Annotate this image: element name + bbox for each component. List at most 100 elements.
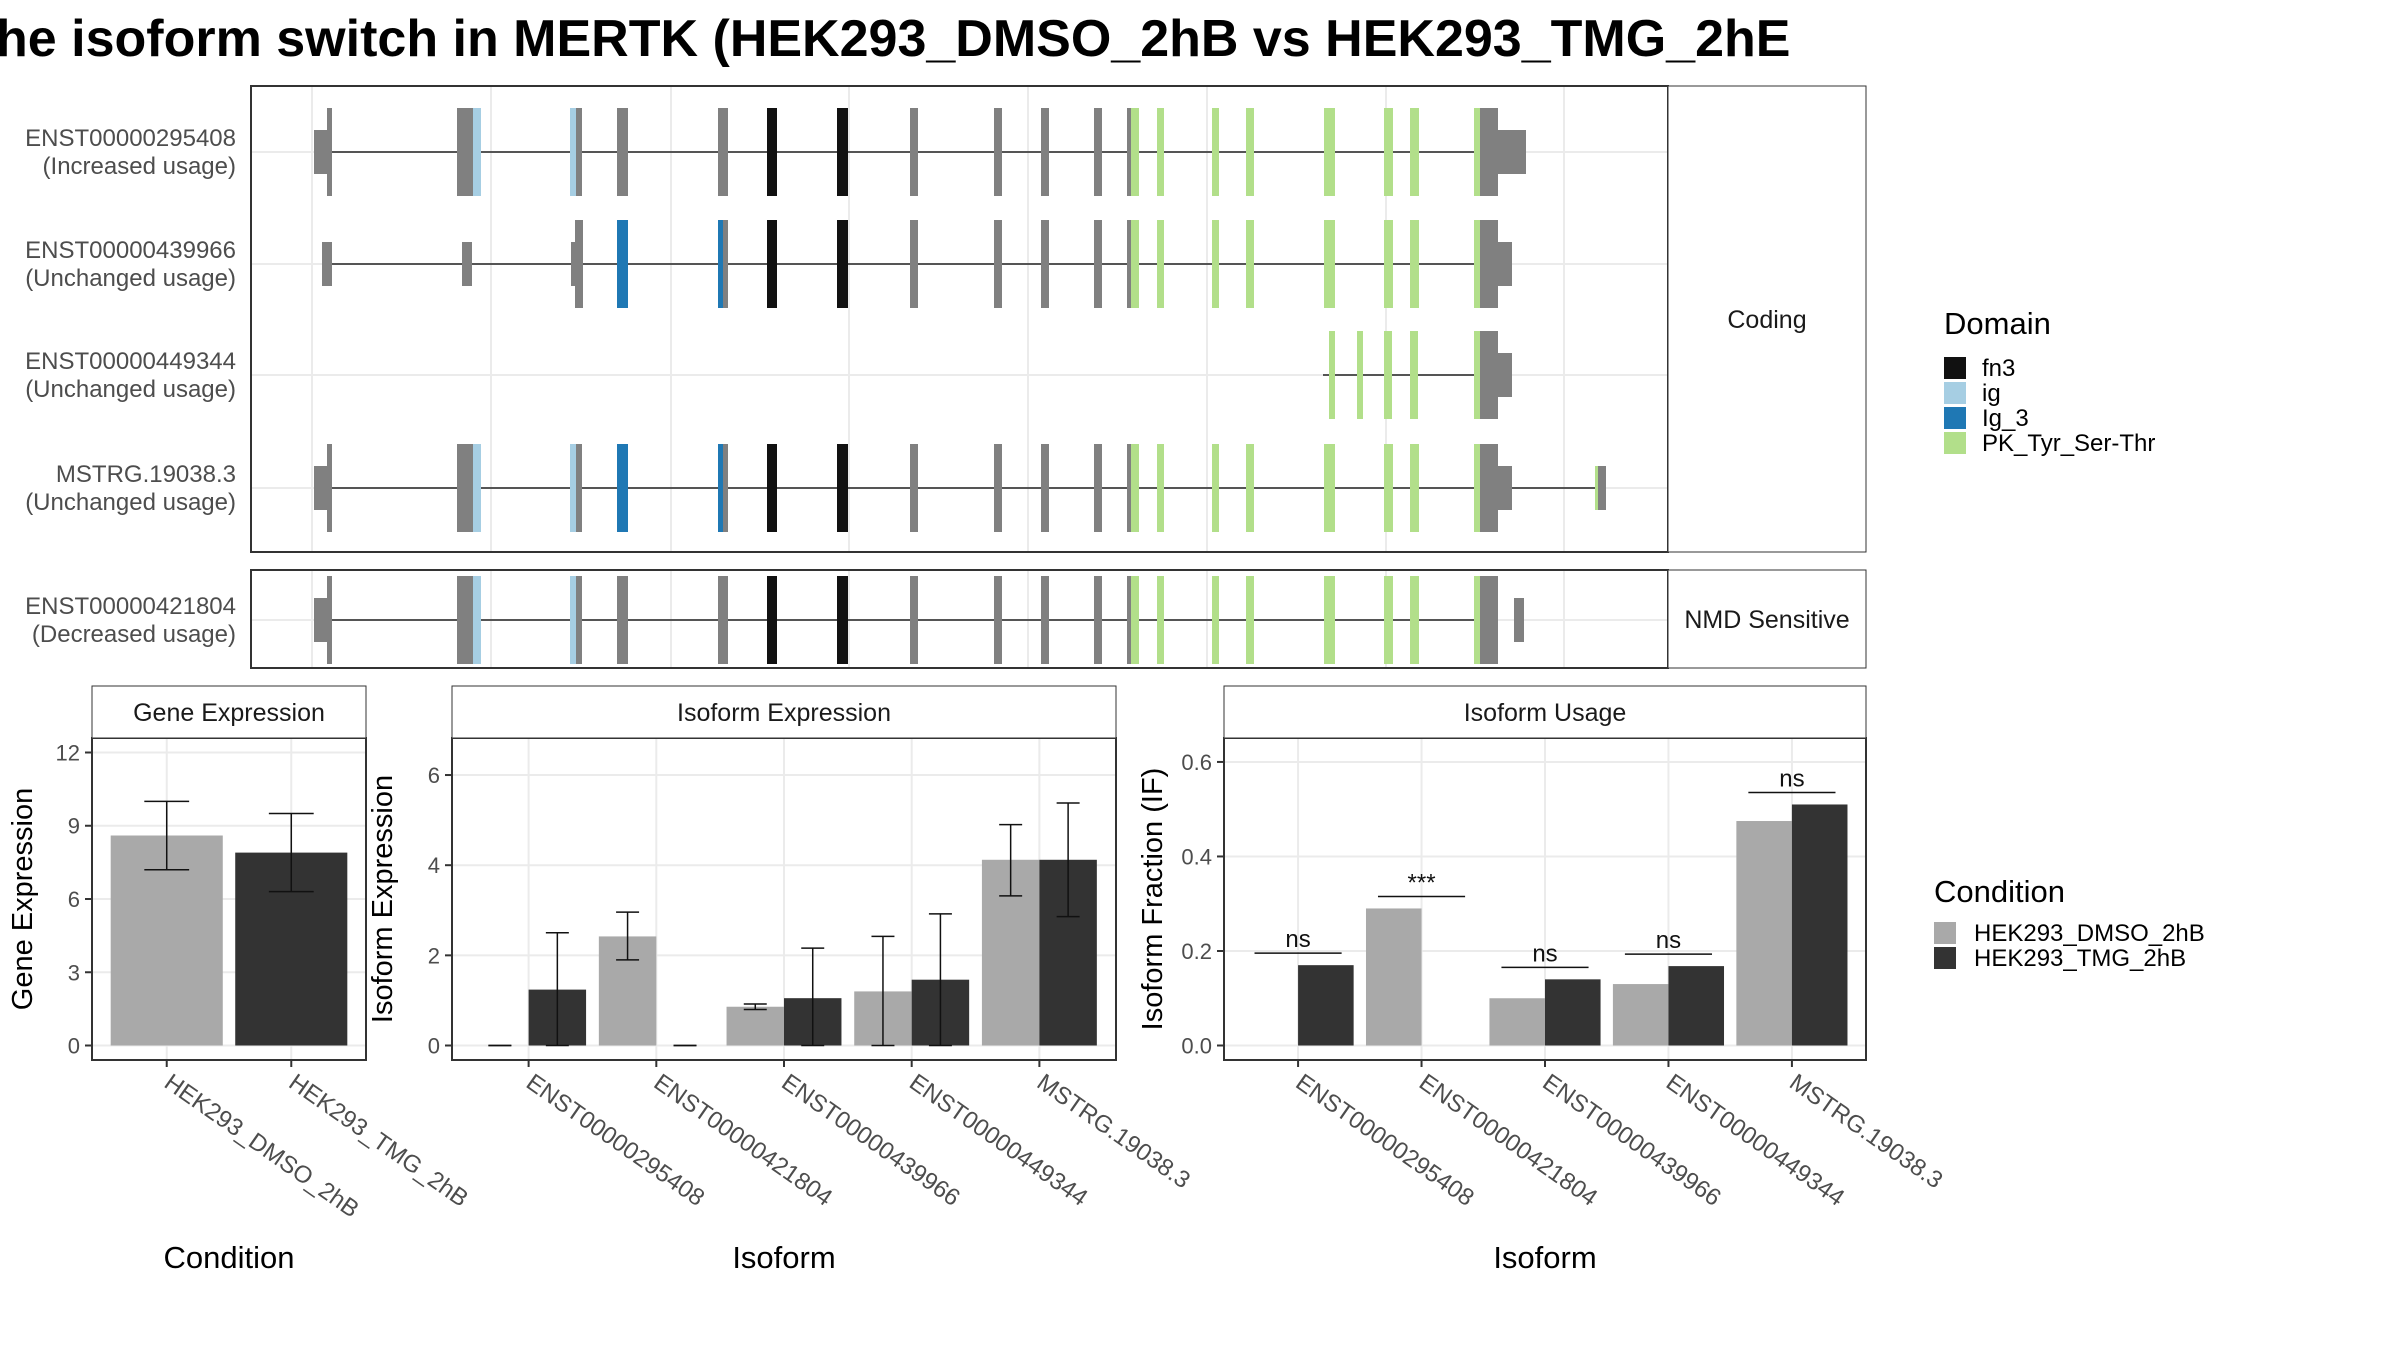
exon-block bbox=[1127, 444, 1132, 532]
domain-legend-label: ig bbox=[1982, 380, 2001, 407]
kinase-domain-exon bbox=[1329, 331, 1335, 419]
kinase-domain-exon bbox=[1157, 220, 1164, 308]
exon-block bbox=[314, 466, 330, 510]
y-tick-label: 9 bbox=[68, 814, 80, 839]
exon-block bbox=[767, 576, 777, 664]
domain-legend-label: Ig_3 bbox=[1982, 405, 2029, 432]
expression-charts: Gene Expression036912HEK293_DMSO_2hBHEK2… bbox=[7, 685, 1947, 1275]
kinase-domain-exon bbox=[1474, 108, 1480, 196]
exon-block bbox=[576, 444, 582, 532]
kinase-domain-exon bbox=[1157, 108, 1164, 196]
significance-label: *** bbox=[1408, 869, 1436, 896]
kinase-domain-exon bbox=[1131, 444, 1139, 532]
exon-block bbox=[718, 108, 723, 196]
facet-strip bbox=[1667, 569, 1867, 669]
kinase-domain-exon bbox=[1157, 444, 1164, 532]
y-axis-title: Isoform Fraction (IF) bbox=[1137, 768, 1169, 1031]
domain-legend-label: fn3 bbox=[1982, 355, 2015, 382]
kinase-domain-exon bbox=[1384, 108, 1393, 196]
exon-block bbox=[1041, 220, 1049, 308]
exon-block bbox=[1094, 108, 1102, 196]
exon-block bbox=[570, 108, 576, 196]
kinase-domain-exon bbox=[1410, 444, 1419, 532]
exon-block bbox=[617, 576, 628, 664]
kinase-domain-exon bbox=[1384, 576, 1393, 664]
exon-block bbox=[617, 220, 628, 308]
y-tick-label: 0.4 bbox=[1181, 844, 1212, 869]
y-tick-label: 6 bbox=[428, 763, 440, 788]
bar-dmso bbox=[726, 1006, 784, 1046]
terminal-exon bbox=[1480, 220, 1498, 308]
exon-block bbox=[910, 444, 918, 532]
exon-block bbox=[570, 444, 576, 532]
y-tick-label: 0.6 bbox=[1181, 750, 1212, 775]
y-axis-title: Gene Expression bbox=[7, 788, 39, 1010]
exon-block bbox=[473, 444, 481, 532]
kinase-domain-exon bbox=[1246, 220, 1254, 308]
exon-block bbox=[327, 108, 332, 196]
bar-tmg bbox=[1791, 804, 1848, 1046]
exon-block bbox=[723, 576, 728, 664]
kinase-domain-exon bbox=[1246, 444, 1254, 532]
terminal-exon bbox=[1480, 108, 1498, 196]
exon-block bbox=[994, 576, 1002, 664]
facet-label: Coding bbox=[1727, 306, 1806, 334]
bar-tmg bbox=[1298, 965, 1354, 1046]
domain-legend-swatch bbox=[1944, 357, 1966, 379]
condition-legend-title: Condition bbox=[1934, 874, 2065, 909]
exon-block bbox=[314, 130, 330, 174]
exon-block bbox=[1127, 108, 1132, 196]
kinase-domain-exon bbox=[1410, 108, 1419, 196]
exon-block bbox=[1094, 444, 1102, 532]
kinase-domain-exon bbox=[1212, 220, 1219, 308]
exon-block bbox=[1127, 220, 1132, 308]
exon-block bbox=[718, 576, 723, 664]
utr-block bbox=[1514, 598, 1524, 642]
facet-label: NMD Sensitive bbox=[1684, 606, 1849, 634]
condition-legend-label: HEK293_DMSO_2hB bbox=[1974, 920, 2205, 947]
exon-block bbox=[457, 576, 473, 664]
kinase-domain-exon bbox=[1157, 576, 1164, 664]
exon-block bbox=[1127, 576, 1132, 664]
exon-block bbox=[322, 242, 332, 286]
kinase-domain-exon bbox=[1324, 108, 1335, 196]
bar-dmso bbox=[1612, 984, 1669, 1046]
exon-block bbox=[576, 576, 582, 664]
chart-title-strip bbox=[91, 685, 367, 739]
exon-block bbox=[718, 444, 723, 532]
exon-block bbox=[576, 108, 582, 196]
kinase-domain-exon bbox=[1212, 444, 1219, 532]
y-axis-title: Isoform Expression bbox=[367, 775, 399, 1023]
utr-block bbox=[1498, 242, 1512, 286]
exon-block bbox=[570, 576, 576, 664]
exon-block bbox=[723, 444, 728, 532]
kinase-domain-exon bbox=[1474, 576, 1480, 664]
chart-title: Isoform Usage bbox=[1464, 699, 1627, 727]
exon-block bbox=[473, 108, 481, 196]
exon-block bbox=[575, 220, 583, 308]
y-tick-label: 6 bbox=[68, 887, 80, 912]
condition-legend-swatch bbox=[1934, 922, 1956, 944]
transcript-structure-plot: Coding ENST00000295408(Increased usage) EN… bbox=[25, 85, 1867, 669]
condition-legend-swatch bbox=[1934, 947, 1956, 969]
kinase-domain-exon bbox=[1357, 331, 1363, 419]
domain-legend-swatch bbox=[1944, 382, 1966, 404]
kinase-domain-exon bbox=[1410, 331, 1418, 419]
facet-strip bbox=[1667, 85, 1867, 553]
exon-block bbox=[837, 108, 848, 196]
significance-label: ns bbox=[1779, 765, 1804, 792]
exon-block bbox=[767, 108, 777, 196]
exon-block bbox=[617, 108, 628, 196]
kinase-domain-exon bbox=[1246, 576, 1254, 664]
transcript-usage-label: (Unchanged usage) bbox=[25, 376, 236, 403]
kinase-domain-exon bbox=[1474, 444, 1480, 532]
chart-title-strip bbox=[451, 685, 1117, 739]
structure-panel-bg bbox=[251, 86, 1668, 552]
exon-block bbox=[462, 242, 472, 286]
kinase-domain-exon bbox=[1474, 331, 1480, 419]
domain-legend-title: Domain bbox=[1944, 306, 2051, 341]
exon-block bbox=[314, 598, 330, 642]
exon-block bbox=[837, 444, 848, 532]
utr-block bbox=[1598, 466, 1606, 510]
